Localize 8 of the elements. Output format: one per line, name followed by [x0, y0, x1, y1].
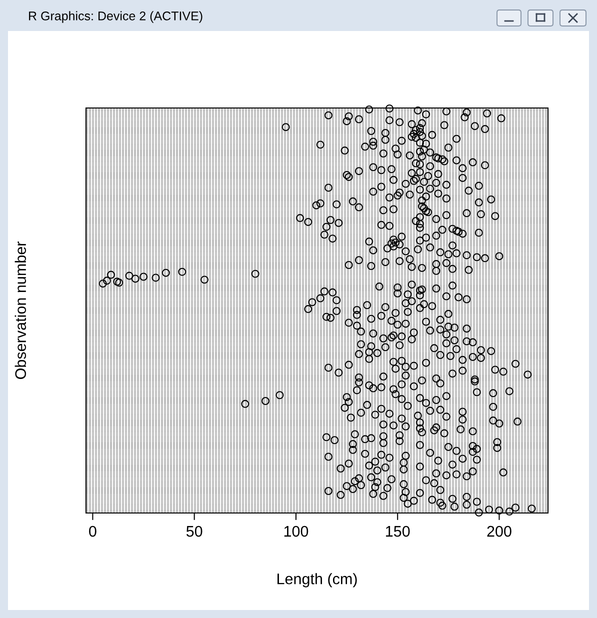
x-tick-label: 200 [487, 526, 512, 537]
y-axis-title: Observation number [14, 242, 26, 379]
x-tick-label: 50 [186, 526, 202, 537]
x-axis-title: Length (cm) [278, 573, 357, 588]
x-tick-label: 150 [386, 526, 410, 537]
x-tick-label: 0 [89, 526, 96, 537]
x-tick-label: 100 [284, 526, 308, 537]
text: R Graphics: Device 2 (ACTIVE) [29, 11, 202, 23]
